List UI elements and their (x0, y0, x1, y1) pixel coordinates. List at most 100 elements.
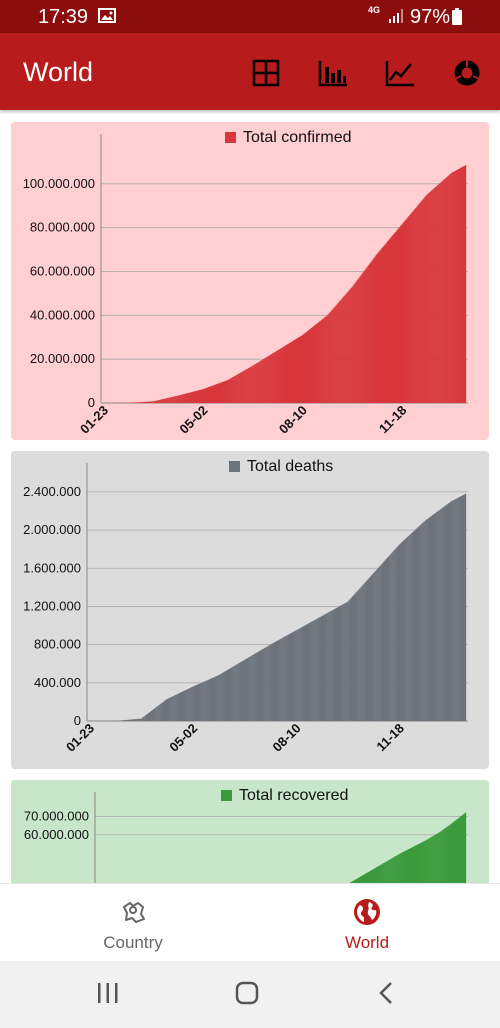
bar (314, 620, 316, 721)
bar (459, 496, 461, 721)
bar (354, 282, 356, 403)
bar (284, 636, 286, 721)
bar (136, 718, 138, 721)
bar (417, 205, 419, 403)
bar (368, 577, 371, 721)
bar (431, 836, 433, 883)
bar (414, 530, 416, 721)
bar (376, 867, 378, 883)
bar (358, 277, 360, 403)
nav-country-label: Country (103, 933, 163, 952)
bar (422, 522, 424, 721)
bar (455, 819, 458, 883)
bar (253, 654, 255, 721)
bar-chart-icon[interactable] (317, 57, 349, 89)
recent-apps-icon[interactable] (96, 981, 120, 1010)
charts-scroll-area[interactable]: 0 20.000.000 40.000.000 60.000.000 80.000.00… (0, 110, 500, 883)
bar (224, 381, 226, 403)
y-tick-label: 800.000 (34, 637, 81, 652)
bar (234, 376, 236, 403)
grid-icon[interactable] (250, 57, 282, 89)
donut-chart-icon[interactable] (451, 57, 483, 89)
bar (352, 595, 354, 721)
bar (267, 645, 269, 721)
bar (137, 718, 139, 721)
bar (361, 273, 363, 403)
bar (375, 867, 377, 883)
bar (443, 828, 445, 883)
line-chart-icon[interactable] (384, 57, 416, 89)
bar (404, 220, 406, 403)
bar (453, 171, 455, 403)
bar (208, 679, 210, 721)
bar (443, 506, 445, 721)
bar (395, 231, 397, 403)
bar (389, 859, 391, 883)
bar (448, 502, 450, 721)
bar (378, 866, 380, 883)
bar (134, 402, 136, 403)
bar (207, 387, 209, 403)
bar (454, 499, 456, 721)
nav-world[interactable]: World (242, 884, 492, 962)
bar (158, 399, 160, 403)
confirmed-chart: 0 20.000.000 40.000.000 60.000.000 80.000.00… (11, 122, 489, 440)
bar (349, 289, 351, 403)
bar (217, 383, 219, 403)
bar (444, 179, 446, 403)
bar (407, 217, 409, 403)
bar (252, 655, 254, 721)
bar (174, 396, 176, 403)
bar (413, 531, 415, 721)
bar (123, 720, 125, 721)
bar (451, 172, 453, 404)
bar (427, 518, 429, 721)
bar (261, 649, 263, 721)
bar (315, 619, 317, 721)
bar (342, 297, 344, 403)
bar (194, 685, 196, 721)
bar (206, 387, 208, 403)
bar (121, 720, 123, 721)
bar (298, 336, 301, 403)
bar (285, 344, 288, 403)
bar (451, 822, 454, 883)
bar (300, 627, 302, 721)
bar (449, 502, 451, 721)
bar (218, 675, 220, 721)
bar (437, 511, 439, 721)
bar (184, 690, 186, 721)
legend-swatch (229, 461, 240, 472)
bar (439, 183, 441, 403)
nav-country[interactable]: Country (8, 884, 258, 962)
y-tick-label: 2.000.000 (23, 522, 81, 537)
bar (295, 630, 297, 721)
bar (278, 349, 280, 403)
bar (323, 614, 325, 721)
bar (388, 555, 390, 721)
bar (159, 399, 161, 403)
bar (272, 353, 274, 403)
bar (138, 402, 140, 403)
bar (387, 240, 389, 403)
bar (371, 869, 374, 883)
back-icon[interactable] (375, 981, 399, 1010)
bar (218, 383, 220, 403)
bar (430, 515, 433, 721)
bar (456, 819, 459, 883)
bar (435, 512, 437, 721)
bar (412, 211, 414, 403)
bar (202, 389, 204, 403)
bar (300, 335, 303, 403)
bar (393, 550, 395, 721)
bar (264, 358, 266, 403)
bar (441, 508, 443, 721)
bar (236, 374, 238, 403)
bar (260, 360, 262, 403)
bar (374, 868, 376, 883)
home-icon[interactable] (235, 981, 259, 1010)
bar (213, 677, 216, 721)
bar (210, 678, 213, 721)
bar (228, 379, 230, 403)
bar (239, 373, 241, 403)
